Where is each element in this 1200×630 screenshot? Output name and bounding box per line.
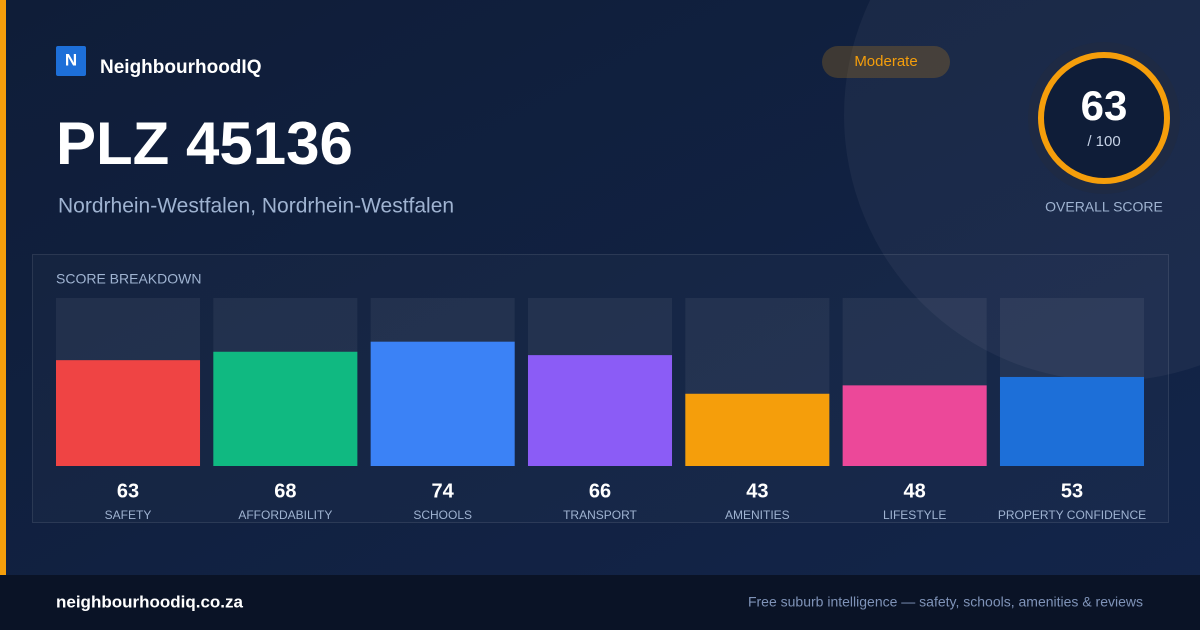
- bar: [527, 355, 673, 466]
- value-label: 66: [589, 480, 611, 502]
- subtitle: Nordrhein-Westfalen, Nordrhein-Westfalen: [58, 195, 454, 218]
- value-label: 68: [274, 480, 296, 502]
- bar-chart: 63 SAFETY 68 AFFORDABILITY 74 SCHOOLS 66 TRANSP…: [56, 298, 1146, 522]
- overall-score: 63: [1081, 82, 1128, 129]
- logo: [56, 46, 86, 76]
- overall-label: OVERALL SCORE: [1045, 199, 1163, 215]
- footer-tagline: Free suburb intelligence — safety, schoo…: [748, 594, 1143, 610]
- value-label: 48: [904, 480, 926, 502]
- brand-name: NeighbourhoodIQ: [100, 57, 261, 78]
- bar: [685, 393, 830, 466]
- x-tick-label: LIFESTYLE: [883, 508, 946, 522]
- bar: [370, 341, 515, 466]
- x-tick-label: PROPERTY CONFIDENCE: [998, 508, 1146, 522]
- score-ring: [1038, 52, 1170, 184]
- bar: [999, 376, 1144, 466]
- badge: [822, 46, 950, 78]
- footer-site: neighbourhoodiq.co.za: [56, 592, 244, 611]
- accent-stripe: [0, 0, 6, 575]
- logo-letter: N: [65, 50, 77, 69]
- x-tick-label: AFFORDABILITY: [238, 508, 332, 522]
- title: PLZ 45136: [56, 110, 353, 177]
- breakdown-panel: [32, 254, 1169, 523]
- bar: [213, 351, 358, 466]
- badge-text: Moderate: [854, 53, 917, 70]
- x-tick-label: TRANSPORT: [563, 508, 637, 522]
- bar: [56, 360, 201, 466]
- value-label: 63: [117, 480, 139, 502]
- value-label: 74: [432, 480, 455, 502]
- bar: [842, 385, 987, 466]
- x-tick-label: AMENITIES: [725, 508, 790, 522]
- x-tick-label: SCHOOLS: [413, 508, 472, 522]
- overall-max: / 100: [1087, 133, 1120, 150]
- value-label: 43: [746, 480, 768, 502]
- value-label: 53: [1061, 480, 1083, 502]
- footer: [0, 575, 1200, 630]
- chart-title: SCORE BREAKDOWN: [56, 271, 201, 287]
- x-tick-label: SAFETY: [105, 508, 152, 522]
